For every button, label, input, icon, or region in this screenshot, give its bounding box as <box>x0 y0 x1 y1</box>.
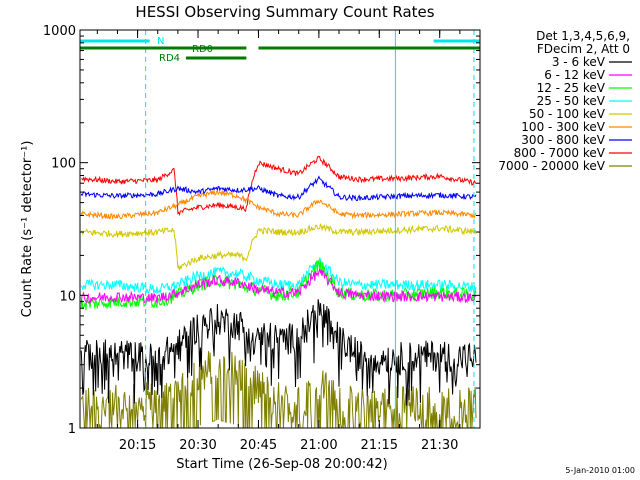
flag-n-label: N <box>157 36 164 47</box>
y-tick-label: 10 <box>59 289 76 304</box>
chart-title: HESSI Observing Summary Count Rates <box>135 3 434 21</box>
series-6-to-12keV-line <box>80 268 477 304</box>
legend-entry-label: 3 - 6 keV <box>552 55 606 69</box>
axes: 20:15 20:30 20:45 21:00 21:15 21:30 1 10 100 1000 <box>43 24 481 453</box>
x-tick-label: 21:30 <box>421 438 458 453</box>
x-tick-label: 20:45 <box>240 438 277 453</box>
legend-header-line-2: FDecim 2, Att 0 <box>537 42 630 56</box>
y-axis-label: Count Rate (s⁻¹ detector⁻¹) <box>20 141 35 318</box>
series-25-to-50keV-line <box>80 257 477 295</box>
series-300-to-800keV-line <box>80 175 477 202</box>
series-7000-to-20000keV-line <box>80 351 477 429</box>
legend-entry-label: 25 - 50 keV <box>537 94 606 108</box>
x-tick-label: 20:30 <box>179 438 216 453</box>
legend-entry-label: 12 - 25 keV <box>537 81 606 95</box>
legend-entry-label: 300 - 800 keV <box>521 133 605 147</box>
y-tick-label: 100 <box>51 157 76 172</box>
series-100-to-300keV-line <box>80 189 477 220</box>
flag-rd4-label: RD4 <box>159 53 180 64</box>
y-tick-label: 1000 <box>43 24 76 39</box>
y-tick-label: 1 <box>68 422 76 437</box>
legend-entry-label: 100 - 300 keV <box>521 120 605 134</box>
x-tick-label: 21:00 <box>300 438 337 453</box>
x-tick-label: 21:15 <box>361 438 398 453</box>
legend: Det 1,3,4,5,6,9, FDecim 2, Att 0 3 - 6 k… <box>498 29 632 173</box>
legend-entry-label: 800 - 7000 keV <box>514 146 606 160</box>
plot-frame <box>79 29 481 429</box>
flag-rd0-label: RD0 <box>192 44 213 55</box>
legend-entry-label: 6 - 12 keV <box>544 68 606 82</box>
series-3-to-6keV-line <box>80 299 477 406</box>
legend-entry-label: 50 - 100 keV <box>529 107 606 121</box>
x-axis-label: Start Time (26-Sep-08 20:00:42) <box>176 457 387 472</box>
series-50-to-100keV-line <box>80 223 477 271</box>
footer-date: 5-Jan-2010 01:00 <box>565 466 635 475</box>
series-800-to-7000keV-line <box>81 155 477 217</box>
legend-header-line-1: Det 1,3,4,5,6,9, <box>536 29 630 43</box>
legend-entry-label: 7000 - 20000 keV <box>498 159 605 173</box>
x-tick-label: 20:15 <box>119 438 156 453</box>
